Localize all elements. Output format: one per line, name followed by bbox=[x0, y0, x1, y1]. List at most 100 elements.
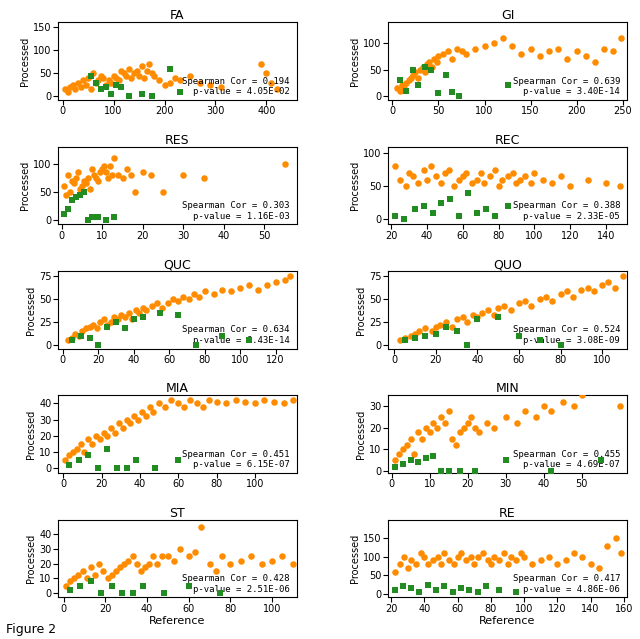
Point bbox=[111, 317, 121, 327]
Point bbox=[456, 548, 466, 558]
Point bbox=[497, 174, 508, 185]
Point bbox=[117, 588, 127, 598]
Point bbox=[461, 555, 471, 566]
Point bbox=[445, 194, 456, 204]
Point bbox=[458, 171, 468, 181]
Point bbox=[428, 555, 438, 566]
Point bbox=[196, 522, 206, 532]
Point bbox=[547, 178, 557, 188]
Point bbox=[436, 197, 447, 208]
Point bbox=[512, 419, 522, 429]
Point bbox=[127, 551, 138, 562]
Point bbox=[168, 294, 178, 304]
Point bbox=[129, 68, 139, 79]
Point bbox=[287, 558, 298, 569]
Point bbox=[221, 398, 231, 408]
Point bbox=[544, 551, 554, 562]
Point bbox=[408, 171, 418, 181]
Point bbox=[447, 321, 458, 332]
Point bbox=[117, 173, 127, 183]
Point bbox=[422, 174, 432, 185]
Point bbox=[105, 161, 115, 171]
Point bbox=[154, 398, 164, 408]
Title: REC: REC bbox=[495, 134, 520, 147]
Point bbox=[271, 277, 281, 288]
Point bbox=[416, 548, 426, 558]
Point bbox=[577, 551, 588, 562]
Point bbox=[148, 551, 159, 562]
Point bbox=[94, 558, 104, 569]
Point bbox=[154, 75, 164, 85]
Point bbox=[266, 77, 276, 88]
Point bbox=[84, 332, 95, 343]
Y-axis label: Processed: Processed bbox=[351, 36, 360, 86]
Point bbox=[91, 77, 101, 88]
Point bbox=[511, 587, 521, 597]
Point bbox=[230, 395, 241, 405]
Point bbox=[397, 581, 408, 592]
Point bbox=[525, 43, 536, 54]
Y-axis label: Processed: Processed bbox=[26, 410, 36, 459]
Point bbox=[102, 320, 113, 330]
Point bbox=[77, 566, 88, 576]
Point bbox=[413, 81, 424, 91]
Point bbox=[525, 178, 536, 188]
Point bbox=[173, 311, 183, 321]
Point bbox=[124, 63, 134, 73]
Point bbox=[269, 397, 279, 407]
Point bbox=[410, 329, 420, 339]
Point bbox=[565, 181, 575, 191]
Point bbox=[462, 317, 472, 327]
Point bbox=[83, 73, 93, 83]
Point bbox=[134, 307, 144, 318]
Point bbox=[547, 296, 557, 306]
Point bbox=[481, 581, 491, 592]
Point bbox=[95, 317, 105, 327]
Point bbox=[63, 87, 73, 97]
Point bbox=[110, 427, 120, 438]
Point bbox=[122, 415, 132, 425]
Title: FA: FA bbox=[170, 10, 184, 22]
Point bbox=[109, 312, 120, 323]
Point bbox=[531, 412, 541, 422]
Point bbox=[131, 66, 141, 76]
Point bbox=[259, 395, 269, 405]
Point bbox=[556, 289, 566, 299]
Point bbox=[469, 559, 479, 569]
Point bbox=[436, 178, 447, 188]
Point bbox=[65, 585, 76, 596]
Point bbox=[64, 460, 74, 470]
Point bbox=[204, 395, 214, 405]
Point bbox=[91, 431, 101, 441]
Point bbox=[500, 412, 511, 422]
Point bbox=[616, 548, 626, 558]
Point bbox=[399, 332, 410, 343]
Point bbox=[476, 307, 486, 318]
Point bbox=[422, 559, 433, 569]
Point bbox=[160, 402, 170, 412]
Point bbox=[72, 443, 82, 454]
Point bbox=[414, 587, 424, 597]
Point bbox=[86, 562, 96, 572]
Point bbox=[138, 312, 148, 323]
Point bbox=[271, 84, 282, 95]
Point bbox=[451, 440, 461, 450]
Point bbox=[397, 81, 407, 91]
Point bbox=[60, 84, 70, 95]
Point bbox=[420, 453, 431, 463]
X-axis label: Reference: Reference bbox=[479, 617, 536, 626]
Point bbox=[97, 164, 108, 174]
Point bbox=[84, 321, 95, 332]
Point bbox=[122, 164, 132, 174]
Point bbox=[96, 84, 106, 95]
Point bbox=[79, 187, 89, 197]
Point bbox=[464, 585, 474, 595]
Point bbox=[67, 332, 77, 343]
Point bbox=[486, 559, 496, 569]
Point bbox=[519, 551, 529, 562]
Point bbox=[403, 563, 413, 573]
Point bbox=[116, 66, 126, 76]
Text: Spearman Cor = 0.388
p-value = 2.33E-05: Spearman Cor = 0.388 p-value = 2.33E-05 bbox=[513, 201, 620, 220]
Point bbox=[173, 455, 183, 465]
Point bbox=[136, 89, 147, 99]
